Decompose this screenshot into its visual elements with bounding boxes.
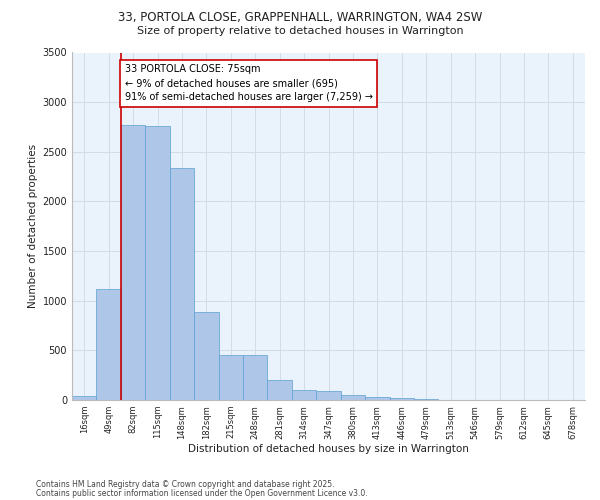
X-axis label: Distribution of detached houses by size in Warrington: Distribution of detached houses by size … xyxy=(188,444,469,454)
Bar xyxy=(170,168,194,400)
Bar xyxy=(414,398,439,400)
Text: Contains public sector information licensed under the Open Government Licence v3: Contains public sector information licen… xyxy=(36,488,368,498)
Text: 33, PORTOLA CLOSE, GRAPPENHALL, WARRINGTON, WA4 2SW: 33, PORTOLA CLOSE, GRAPPENHALL, WARRINGT… xyxy=(118,11,482,24)
Bar xyxy=(97,289,121,400)
Y-axis label: Number of detached properties: Number of detached properties xyxy=(28,144,38,308)
Text: Contains HM Land Registry data © Crown copyright and database right 2025.: Contains HM Land Registry data © Crown c… xyxy=(36,480,335,489)
Text: Size of property relative to detached houses in Warrington: Size of property relative to detached ho… xyxy=(137,26,463,36)
Bar xyxy=(145,126,170,400)
Bar xyxy=(292,390,316,400)
Bar xyxy=(194,312,218,400)
Bar xyxy=(268,380,292,400)
Bar xyxy=(365,396,389,400)
Bar xyxy=(341,394,365,400)
Bar xyxy=(218,356,243,400)
Text: 33 PORTOLA CLOSE: 75sqm
← 9% of detached houses are smaller (695)
91% of semi-de: 33 PORTOLA CLOSE: 75sqm ← 9% of detached… xyxy=(125,64,373,102)
Bar xyxy=(243,356,268,400)
Bar xyxy=(316,391,341,400)
Bar xyxy=(121,125,145,400)
Bar xyxy=(389,398,414,400)
Bar xyxy=(72,396,97,400)
